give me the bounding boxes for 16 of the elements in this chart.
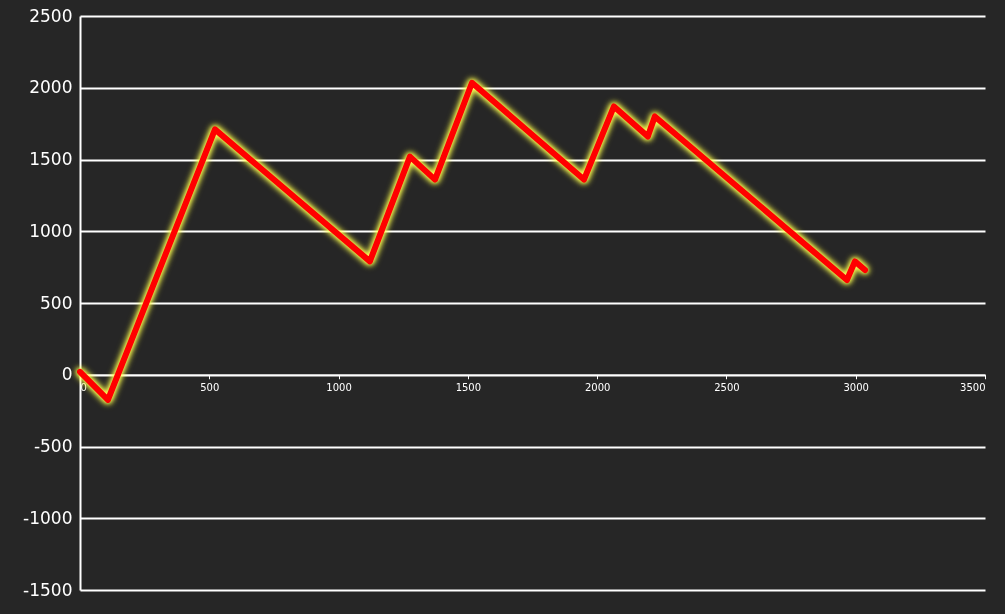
x-tick-label: 2000 xyxy=(584,382,611,394)
x-tick-label: 3000 xyxy=(843,382,869,394)
y-tick-label: 500 xyxy=(40,292,73,313)
x-tick-label: 1000 xyxy=(326,382,352,394)
x-tick-label: 1500 xyxy=(455,382,482,394)
y-tick-label: 1000 xyxy=(29,220,73,241)
y-tick-label: -500 xyxy=(33,436,73,456)
y-tick-label: 2000 xyxy=(29,77,73,98)
x-tick-label: 2500 xyxy=(714,382,740,394)
y-tick-label: -1000 xyxy=(23,507,73,528)
x-tick-label: 500 xyxy=(200,382,220,394)
y-tick-label: 2500 xyxy=(29,5,73,26)
y-tick-label: 1500 xyxy=(29,149,73,169)
x-tick-label: 3500 xyxy=(960,382,986,394)
y-tick-label: -1500 xyxy=(23,579,73,600)
x-tick-label: 0 xyxy=(80,382,87,394)
